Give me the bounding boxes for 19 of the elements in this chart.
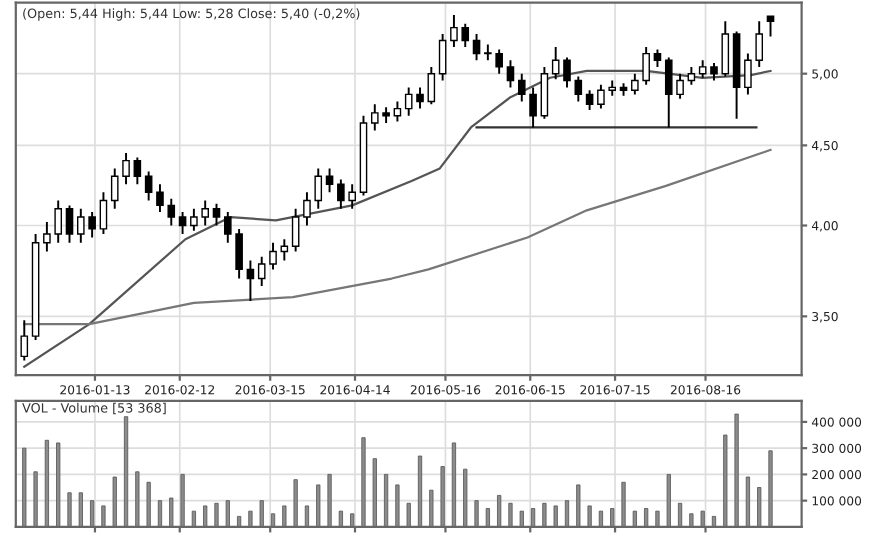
candlestick: [20, 319, 29, 362]
candlestick: [212, 202, 221, 227]
candlestick: [427, 65, 436, 106]
candlestick: [144, 170, 153, 202]
candlestick: [325, 167, 334, 194]
candlestick: [291, 207, 300, 253]
candlestick: [133, 156, 142, 186]
candlestick: [178, 211, 187, 236]
candlestick: [540, 65, 549, 120]
candlestick: [438, 33, 447, 82]
line-series: [23, 148, 772, 326]
candlestick: [585, 89, 594, 111]
candlestick: [472, 33, 481, 62]
candlestick: [506, 59, 515, 89]
candlestick: [246, 259, 255, 302]
candlestick: [574, 75, 583, 103]
candlestick: [65, 204, 74, 244]
candlestick: [563, 56, 571, 89]
candlestick: [99, 191, 108, 236]
